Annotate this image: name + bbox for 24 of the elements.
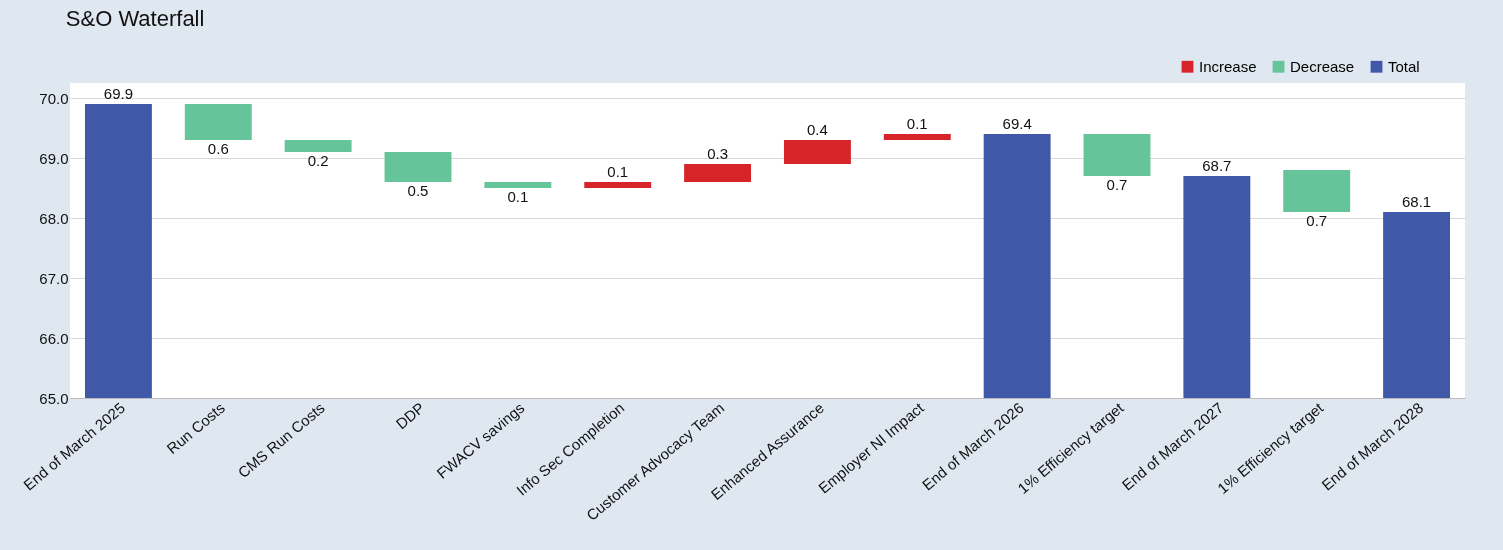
data-label: 0.7 xyxy=(1106,176,1128,193)
data-label: 0.1 xyxy=(906,115,928,132)
data-label: 0.1 xyxy=(507,188,529,205)
data-label: 68.1 xyxy=(1401,193,1432,210)
data-label: 0.1 xyxy=(607,163,629,180)
legend-label: Increase xyxy=(1199,57,1257,75)
data-label: 0.7 xyxy=(1306,212,1328,229)
y-tick-label: 70.0 xyxy=(39,89,69,107)
data-label: 68.7 xyxy=(1202,157,1232,174)
data-label: 0.3 xyxy=(707,145,728,162)
y-tick-label: 69.0 xyxy=(39,149,69,167)
legend-label: Total xyxy=(1388,57,1420,75)
data-label: 0.5 xyxy=(407,182,429,199)
data-label: 69.9 xyxy=(103,85,134,102)
data-label: 69.4 xyxy=(1002,115,1032,132)
data-label: 0.4 xyxy=(807,121,828,138)
data-label: 0.2 xyxy=(307,152,329,169)
y-tick-label: 66.0 xyxy=(39,329,69,347)
y-tick-label: 67.0 xyxy=(39,269,69,287)
legend-label: Decrease xyxy=(1290,57,1355,75)
y-tick-label: 65.0 xyxy=(39,389,69,407)
data-label: 0.6 xyxy=(207,140,229,157)
y-tick-label: 68.0 xyxy=(39,209,69,227)
chart-title: S&O Waterfall xyxy=(65,6,205,31)
